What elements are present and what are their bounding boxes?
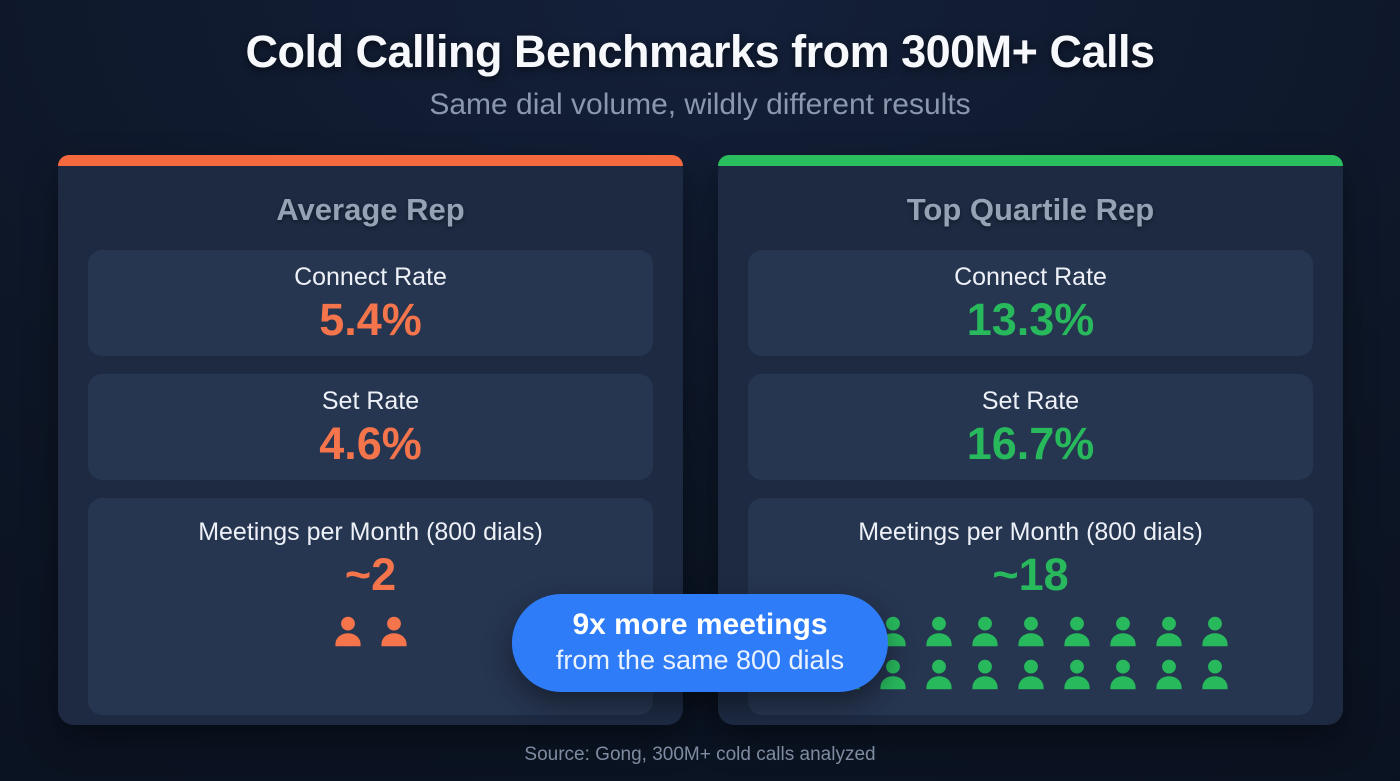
stat-value: 4.6% xyxy=(319,417,422,469)
stat-connect-rate-top-quartile: Connect Rate 13.3% xyxy=(748,250,1313,356)
person-icon xyxy=(380,616,407,647)
card-accent-bar-green xyxy=(718,155,1343,166)
stat-label: Meetings per Month (800 dials) xyxy=(198,518,543,546)
badge-headline: 9x more meetings xyxy=(572,608,828,641)
person-icon xyxy=(1155,659,1182,690)
person-icon xyxy=(1017,616,1044,647)
stat-value: 5.4% xyxy=(319,293,422,345)
stat-label: Set Rate xyxy=(321,386,420,415)
person-icon xyxy=(1063,659,1090,690)
meeting-person-icons-average xyxy=(330,614,412,650)
page-subtitle: Same dial volume, wildly different resul… xyxy=(429,88,971,121)
person-icon xyxy=(971,659,998,690)
person-icon xyxy=(1155,616,1182,647)
source-note: Source: Gong, 300M+ cold calls analyzed xyxy=(524,744,876,765)
page-header: Cold Calling Benchmarks from 300M+ Calls… xyxy=(0,26,1400,122)
person-icon xyxy=(971,616,998,647)
stat-value: ~2 xyxy=(344,549,397,600)
person-icon xyxy=(925,616,952,647)
person-icon xyxy=(334,616,361,647)
stat-label: Meetings per Month (800 dials) xyxy=(858,518,1203,546)
stat-set-rate-top-quartile: Set Rate 16.7% xyxy=(748,374,1313,480)
nine-x-callout-badge: 9x more meetings from the same 800 dials xyxy=(511,594,889,692)
stat-value: 16.7% xyxy=(966,417,1095,469)
person-icon xyxy=(1109,659,1136,690)
stat-connect-rate-average: Connect Rate 5.4% xyxy=(88,250,653,356)
person-icon xyxy=(925,659,952,690)
person-icon xyxy=(1109,616,1136,647)
stat-label: Connect Rate xyxy=(294,262,447,291)
stat-value: 13.3% xyxy=(966,293,1095,345)
stat-label: Connect Rate xyxy=(954,262,1107,291)
person-icon xyxy=(1063,616,1090,647)
stat-value: ~18 xyxy=(992,549,1069,600)
person-icon xyxy=(1201,616,1228,647)
card-accent-bar-orange xyxy=(58,155,683,166)
badge-subtext: from the same 800 dials xyxy=(555,645,845,675)
card-title-average-rep: Average Rep xyxy=(276,192,465,227)
stat-label: Set Rate xyxy=(981,386,1080,415)
page-title: Cold Calling Benchmarks from 300M+ Calls xyxy=(245,26,1155,77)
card-average-rep: Average Rep Connect Rate 5.4% Set Rate 4… xyxy=(58,155,683,725)
card-title-top-quartile-rep: Top Quartile Rep xyxy=(906,192,1155,227)
stat-set-rate-average: Set Rate 4.6% xyxy=(88,374,653,480)
person-icon xyxy=(879,659,906,690)
person-icon xyxy=(1201,659,1228,690)
person-icon xyxy=(1017,659,1044,690)
